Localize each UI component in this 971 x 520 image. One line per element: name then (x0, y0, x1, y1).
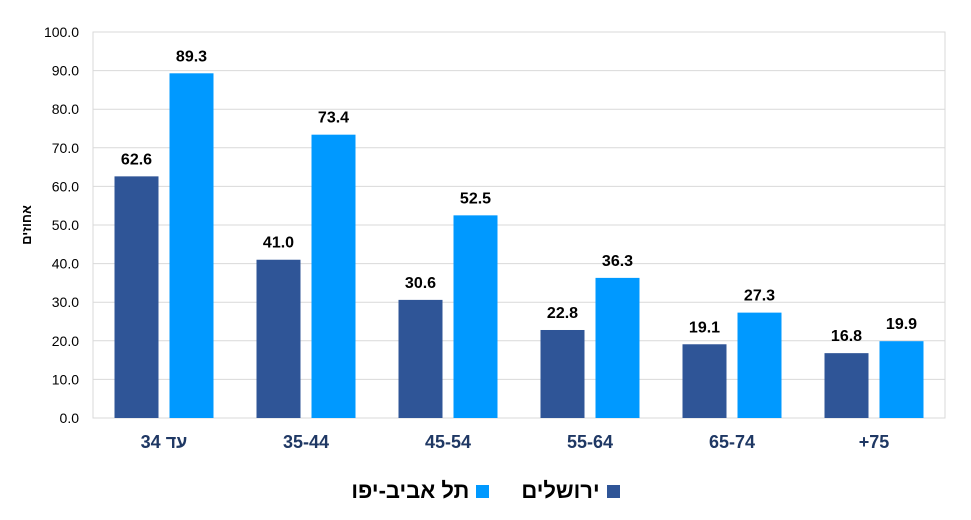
bar-tel-aviv (453, 215, 498, 418)
y-tick-label: 60.0 (52, 178, 79, 194)
x-tick-label: עד 34 (141, 432, 188, 452)
legend-swatch-jerusalem (606, 484, 620, 498)
data-label: 27.3 (744, 288, 775, 305)
bar-jerusalem (398, 299, 443, 418)
data-label: 19.1 (689, 319, 720, 336)
x-tick-label: 35-44 (283, 432, 329, 452)
bar-tel-aviv (311, 134, 356, 418)
y-tick-label: 100.0 (44, 24, 79, 40)
x-tick-label: +75 (859, 432, 890, 452)
y-tick-label: 90.0 (52, 63, 79, 79)
y-tick-label: 70.0 (52, 140, 79, 156)
x-tick-label: 65-74 (709, 432, 755, 452)
y-tick-label: 0.0 (60, 410, 80, 426)
bar-tel-aviv (879, 341, 924, 418)
data-label: 52.5 (460, 190, 491, 207)
data-label: 73.4 (318, 110, 349, 127)
bar-tel-aviv (737, 312, 782, 418)
bar-jerusalem (682, 344, 727, 418)
y-axis-label: אחוזים (19, 205, 34, 245)
bar-tel-aviv (595, 277, 640, 418)
x-tick-label: 45-54 (425, 432, 471, 452)
data-label: 22.8 (547, 305, 578, 322)
y-tick-label: 20.0 (52, 333, 79, 349)
legend: ירושלים תל אביב-יפו (0, 478, 971, 504)
bar-jerusalem (256, 259, 301, 418)
data-label: 19.9 (886, 316, 917, 333)
legend-label-tel-aviv: תל אביב-יפו (351, 478, 470, 503)
bar-jerusalem (114, 176, 159, 418)
bar-chart: 0.0 10.0 20.0 30.0 40.0 50.0 60.0 70.0 80.0 90.0 1… (19, 24, 946, 452)
bar-tel-aviv (169, 73, 214, 418)
data-label: 36.3 (602, 253, 633, 270)
y-tick-label: 50.0 (52, 217, 79, 233)
bar-jerusalem (824, 353, 869, 418)
y-tick-label: 10.0 (52, 371, 79, 387)
data-label: 62.6 (121, 151, 152, 168)
data-label: 30.6 (405, 275, 436, 292)
x-tick-label: 55-64 (567, 432, 613, 452)
y-tick-label: 80.0 (52, 101, 79, 117)
y-tick-label: 40.0 (52, 256, 79, 272)
legend-label-jerusalem: ירושלים (521, 478, 600, 503)
legend-swatch-tel-aviv (476, 484, 490, 498)
legend-item-tel-aviv: תל אביב-יפו (351, 478, 490, 504)
data-label: 89.3 (176, 48, 207, 65)
y-tick-label: 30.0 (52, 294, 79, 310)
bar-jerusalem (540, 329, 585, 418)
data-label: 41.0 (263, 235, 294, 252)
legend-item-jerusalem: ירושלים (521, 478, 620, 504)
data-label: 16.8 (831, 328, 862, 345)
